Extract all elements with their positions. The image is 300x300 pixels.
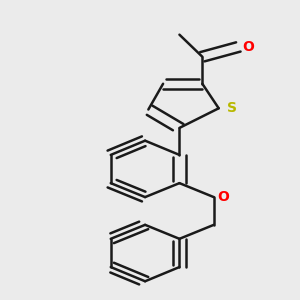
Text: O: O — [242, 40, 254, 54]
Text: O: O — [218, 190, 230, 204]
Text: S: S — [227, 101, 237, 115]
